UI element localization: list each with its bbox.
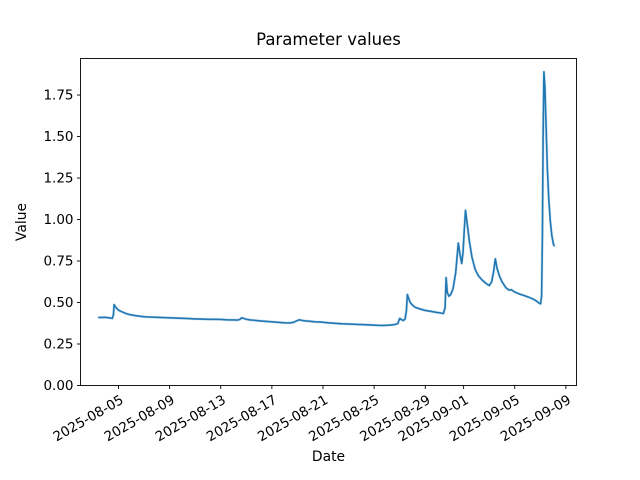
y-tick-label: 1.25: [43, 171, 73, 187]
chart-title: Parameter values: [256, 30, 401, 49]
series-line-halo: [97, 70, 556, 327]
y-tick-label: 1.50: [43, 129, 73, 145]
y-tick-label: 1.75: [43, 88, 73, 104]
x-axis-label: Date: [311, 449, 346, 465]
y-tick-label: 0.00: [43, 378, 73, 394]
series-line: [98, 71, 555, 327]
y-axis-label: Value: [14, 202, 30, 242]
y-tick-label: 0.25: [43, 337, 73, 353]
y-tick-label: 1.00: [43, 212, 73, 228]
y-tick-label: 0.50: [43, 295, 73, 311]
axes-frame: [80, 58, 577, 386]
y-tick-label: 0.75: [43, 254, 73, 270]
